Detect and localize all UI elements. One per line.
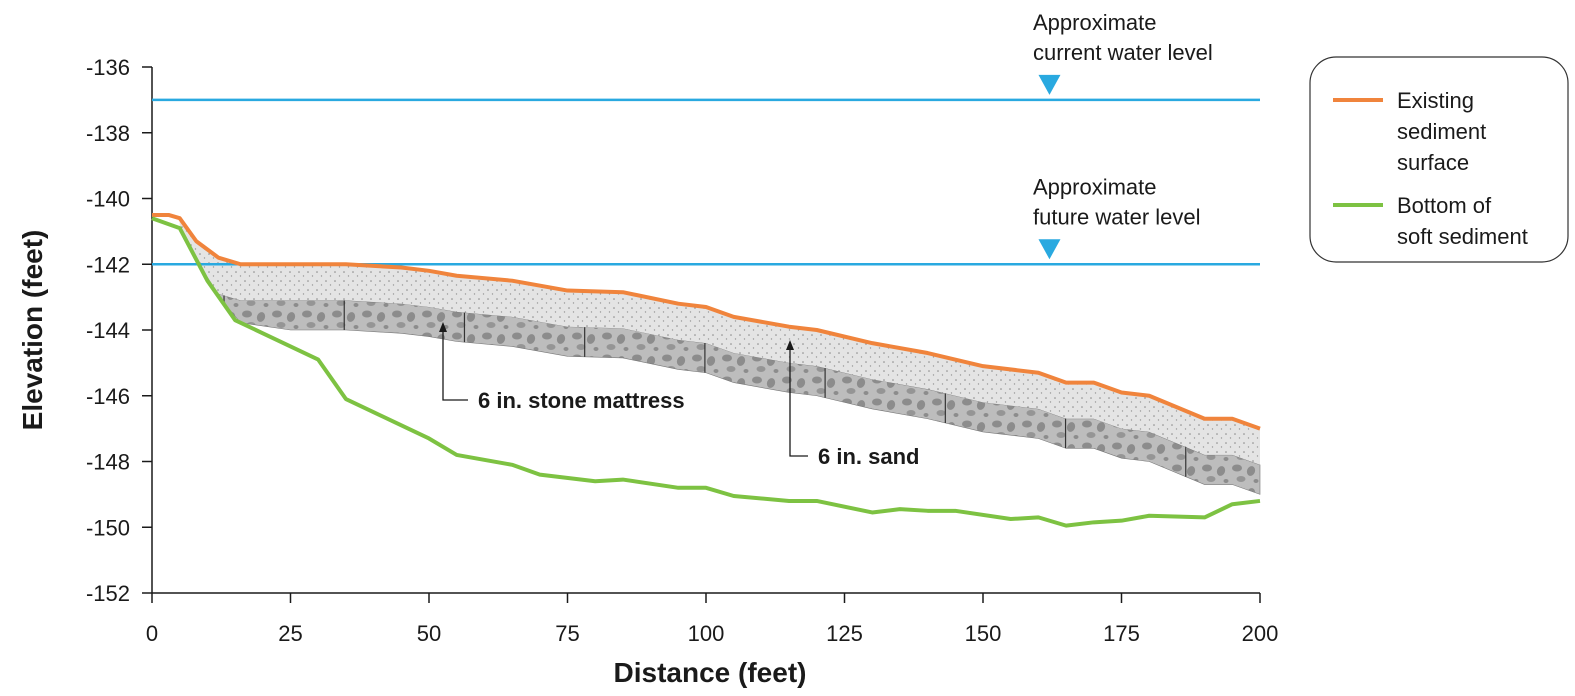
y-tick-label: -138 xyxy=(86,121,130,146)
y-tick-label: -136 xyxy=(86,55,130,80)
x-tick-label: 100 xyxy=(688,621,725,646)
page: Distance (feet) Elevation (feet) -152 -15… xyxy=(0,0,1575,696)
y-tick-label: -142 xyxy=(86,252,130,277)
water-level-marker xyxy=(1038,75,1060,95)
annotation-text: 6 in. stone mattress xyxy=(478,388,685,413)
x-tick-label: 125 xyxy=(826,621,863,646)
x-tick-label: 175 xyxy=(1103,621,1140,646)
x-tick-label: 25 xyxy=(278,621,302,646)
water-level-label: Approximate xyxy=(1033,10,1157,35)
x-tick-label: 0 xyxy=(146,621,158,646)
water-level-label: Approximate xyxy=(1033,174,1157,199)
y-tick-label: -140 xyxy=(86,187,130,212)
chart: Distance (feet) Elevation (feet) -152 -15… xyxy=(0,0,1575,696)
y-tick-label: -150 xyxy=(86,515,130,540)
y-tick-label: -152 xyxy=(86,581,130,606)
x-tick-label: 75 xyxy=(555,621,579,646)
x-tick-label: 150 xyxy=(965,621,1002,646)
x-axis-label: Distance (feet) xyxy=(614,657,807,688)
annotation-text: 6 in. sand xyxy=(818,444,919,469)
x-tick-label: 50 xyxy=(417,621,441,646)
y-tick-label: -146 xyxy=(86,384,130,409)
y-tick-label: -144 xyxy=(86,318,130,343)
y-tick-label: -148 xyxy=(86,450,130,475)
y-axis-label: Elevation (feet) xyxy=(17,230,48,431)
water-level-label: current water level xyxy=(1033,40,1213,65)
water-level-marker xyxy=(1038,239,1060,259)
water-level-label: future water level xyxy=(1033,204,1201,229)
x-tick-label: 200 xyxy=(1242,621,1279,646)
